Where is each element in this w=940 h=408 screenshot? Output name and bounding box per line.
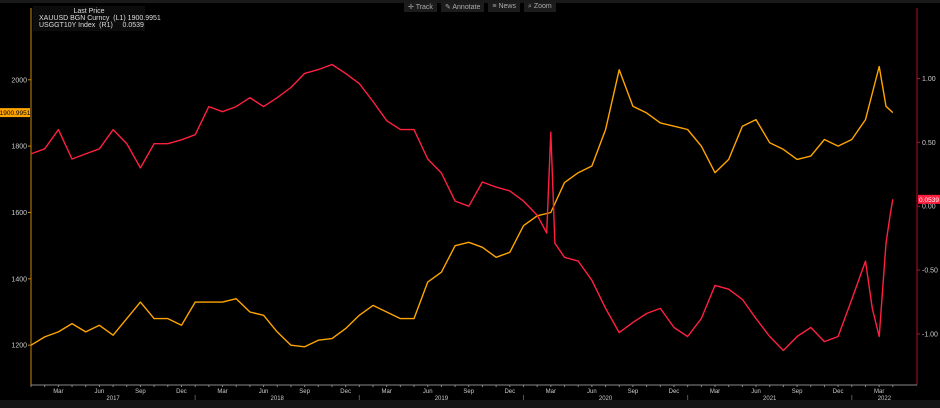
x-year-label: 2017 xyxy=(106,396,120,402)
annotate-button[interactable]: ✎ Annotate xyxy=(440,2,485,12)
x-year-label: 2021 xyxy=(763,396,777,402)
right-tick-label: 1.00 xyxy=(922,76,936,83)
x-month-label: Dec xyxy=(504,389,515,395)
x-year-label: 2020 xyxy=(599,396,613,402)
magnifier-icon: ⌕ xyxy=(527,3,534,10)
news-icon: ≡ xyxy=(492,3,499,10)
left-tick-label: 1400 xyxy=(11,276,27,283)
right-last-price-tag xyxy=(918,194,940,204)
x-month-label: Jun xyxy=(259,389,269,395)
x-month-label: Sep xyxy=(299,389,310,395)
x-month-label: Mar xyxy=(546,389,556,395)
pencil-icon: ✎ xyxy=(444,4,453,11)
x-month-label: Sep xyxy=(135,389,146,395)
left-tick-label: 1600 xyxy=(11,210,27,217)
right-tick-label: 0.00 xyxy=(922,204,936,211)
left-last-price-label: 1900.9951 xyxy=(0,110,31,117)
zoom-button[interactable]: ⌕ Zoom xyxy=(523,2,556,12)
news-button[interactable]: ≡ News xyxy=(488,2,520,12)
right-tick-label: -1.00 xyxy=(922,331,938,338)
x-month-label: Mar xyxy=(710,389,720,395)
left-last-price-tag xyxy=(0,108,30,118)
x-month-label: Mar xyxy=(217,389,227,395)
x-year-label: 2018 xyxy=(271,396,285,402)
left-tick-label: 2000 xyxy=(11,77,27,84)
x-month-label: Jun xyxy=(95,389,105,395)
x-month-label: Dec xyxy=(833,389,844,395)
left-tick-label: 1200 xyxy=(11,343,27,350)
x-month-label: Jun xyxy=(587,389,597,395)
track-button[interactable]: ✛ Track xyxy=(404,2,437,12)
x-month-label: Jun xyxy=(423,389,433,395)
x-year-label: 2019 xyxy=(435,396,449,402)
gold-price-line xyxy=(30,65,894,348)
legend-item-yield: USGGT10Y Index (R1) 0.0539 xyxy=(39,22,144,29)
right-tick-label: -0.50 xyxy=(922,268,938,275)
legend-item-gold: XAUUSD BGN Curncy (L1) 1900.9951 xyxy=(39,15,161,22)
x-month-label: Mar xyxy=(53,389,63,395)
top-tab-strip xyxy=(0,0,940,3)
x-month-label: Dec xyxy=(176,389,187,395)
x-month-label: Sep xyxy=(628,389,639,395)
right-tick-label: 0.50 xyxy=(922,140,936,147)
chart-toolbar: ✛ Track ✎ Annotate ≡ News ⌕ Zoom xyxy=(404,2,556,12)
x-month-label: Jun xyxy=(751,389,761,395)
x-month-label: Sep xyxy=(792,389,803,395)
legend: Last Price XAUUSD BGN Curncy (L1) 1900.9… xyxy=(33,6,161,31)
left-tick-label: 1800 xyxy=(11,144,27,151)
x-month-label: Mar xyxy=(382,389,392,395)
x-month-label: Sep xyxy=(463,389,474,395)
x-month-label: Mar xyxy=(874,389,884,395)
us-10y-tips-yield-line xyxy=(30,63,894,352)
x-month-label: Dec xyxy=(340,389,351,395)
legend-title: Last Price xyxy=(73,8,105,15)
crosshair-icon: ✛ xyxy=(408,4,416,11)
x-month-label: Dec xyxy=(669,389,680,395)
right-last-price-label: 0.0539 xyxy=(919,197,939,204)
x-year-label: 2022 xyxy=(878,396,892,402)
bottom-bar xyxy=(0,400,940,408)
